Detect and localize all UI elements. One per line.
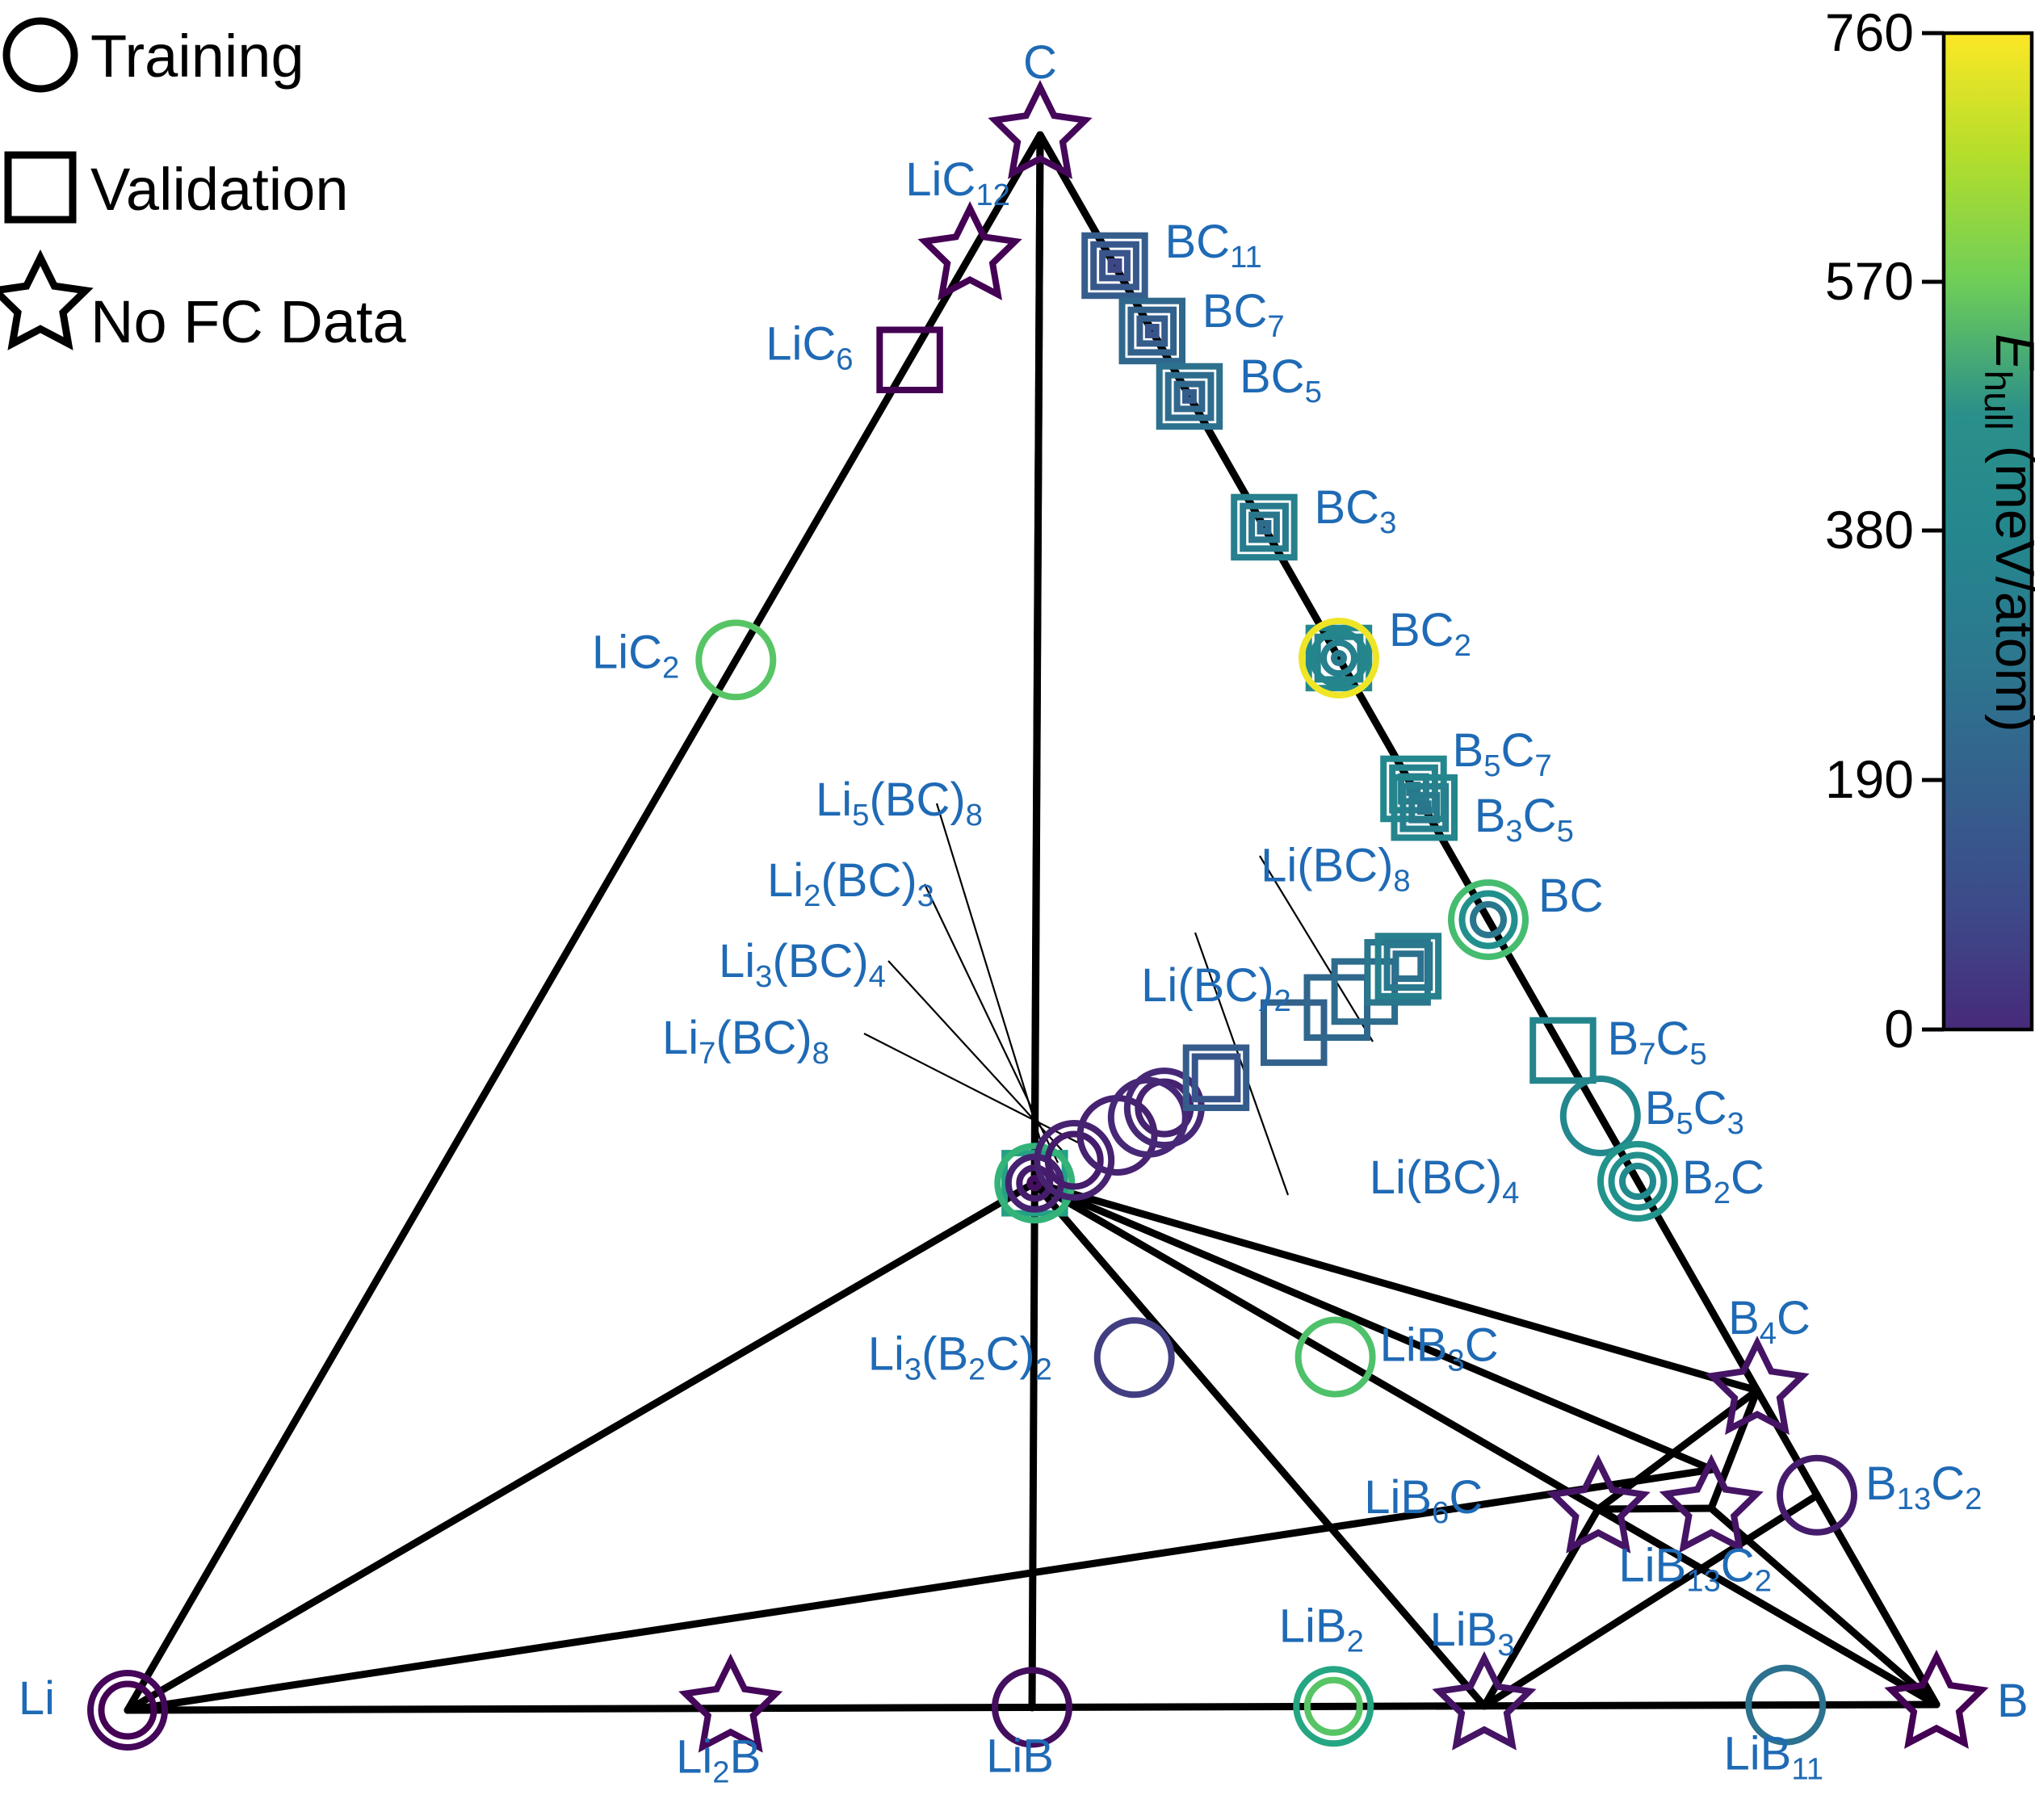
svg-text:LiC6: LiC6: [766, 318, 853, 377]
svg-text:BC5: BC5: [1240, 350, 1322, 409]
svg-text:B5C3: B5C3: [1645, 1082, 1744, 1141]
svg-text:C: C: [1023, 36, 1057, 89]
svg-text:Li3(BC)4: Li3(BC)4: [719, 935, 886, 994]
svg-text:LiC12: LiC12: [905, 153, 1010, 212]
svg-text:Li(BC)8: Li(BC)8: [1261, 840, 1411, 899]
svg-text:LiC2: LiC2: [592, 626, 679, 685]
svg-text:Li7(BC)8: Li7(BC)8: [662, 1012, 829, 1071]
svg-text:LiB6C: LiB6C: [1364, 1471, 1483, 1530]
svg-text:BC7: BC7: [1202, 285, 1285, 344]
svg-text:LiB3: LiB3: [1429, 1604, 1514, 1663]
svg-text:BC3: BC3: [1315, 481, 1397, 540]
svg-text:B5C7: B5C7: [1453, 724, 1552, 783]
svg-text:Validation: Validation: [90, 156, 349, 223]
svg-text:Training: Training: [90, 23, 304, 90]
svg-text:BC: BC: [1538, 870, 1604, 922]
svg-text:190: 190: [1825, 749, 1914, 809]
svg-text:Li: Li: [19, 1672, 55, 1725]
svg-text:Li(BC)2: Li(BC)2: [1141, 959, 1291, 1018]
svg-text:380: 380: [1825, 500, 1914, 560]
svg-text:B4C: B4C: [1728, 1292, 1811, 1351]
svg-text:BC2: BC2: [1389, 604, 1471, 663]
svg-text:B: B: [1997, 1675, 2029, 1727]
svg-text:LiB13C2: LiB13C2: [1618, 1539, 1772, 1598]
svg-text:LiB3C: LiB3C: [1380, 1319, 1499, 1378]
svg-text:Li5(BC)8: Li5(BC)8: [816, 774, 983, 832]
svg-text:570: 570: [1825, 251, 1914, 311]
svg-text:B2C: B2C: [1682, 1151, 1764, 1210]
svg-text:Li(BC)4: Li(BC)4: [1370, 1151, 1520, 1210]
svg-text:Li3(B2C)2: Li3(B2C)2: [868, 1327, 1052, 1386]
svg-text:LiB: LiB: [986, 1730, 1054, 1783]
svg-text:No FC Data: No FC Data: [90, 288, 407, 355]
svg-text:LiB2: LiB2: [1279, 1600, 1364, 1659]
svg-text:Li2(BC)3: Li2(BC)3: [767, 854, 934, 913]
svg-text:760: 760: [1825, 2, 1914, 62]
svg-text:0: 0: [1884, 999, 1914, 1059]
svg-text:B7C5: B7C5: [1608, 1013, 1707, 1071]
svg-text:BC11: BC11: [1165, 216, 1262, 275]
svg-text:B13C2: B13C2: [1865, 1457, 1982, 1516]
svg-text:B3C5: B3C5: [1475, 790, 1574, 849]
